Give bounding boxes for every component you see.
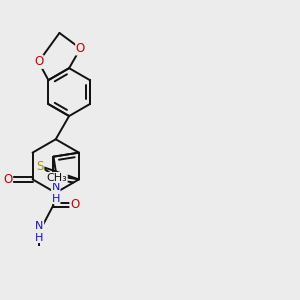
Text: O: O — [34, 55, 43, 68]
Text: O: O — [76, 42, 85, 55]
Text: CH₃: CH₃ — [46, 172, 67, 182]
Text: O: O — [3, 173, 13, 186]
Text: N
H: N H — [35, 221, 44, 242]
Text: N
H: N H — [52, 182, 60, 204]
Text: S: S — [36, 160, 44, 172]
Text: O: O — [70, 198, 79, 212]
